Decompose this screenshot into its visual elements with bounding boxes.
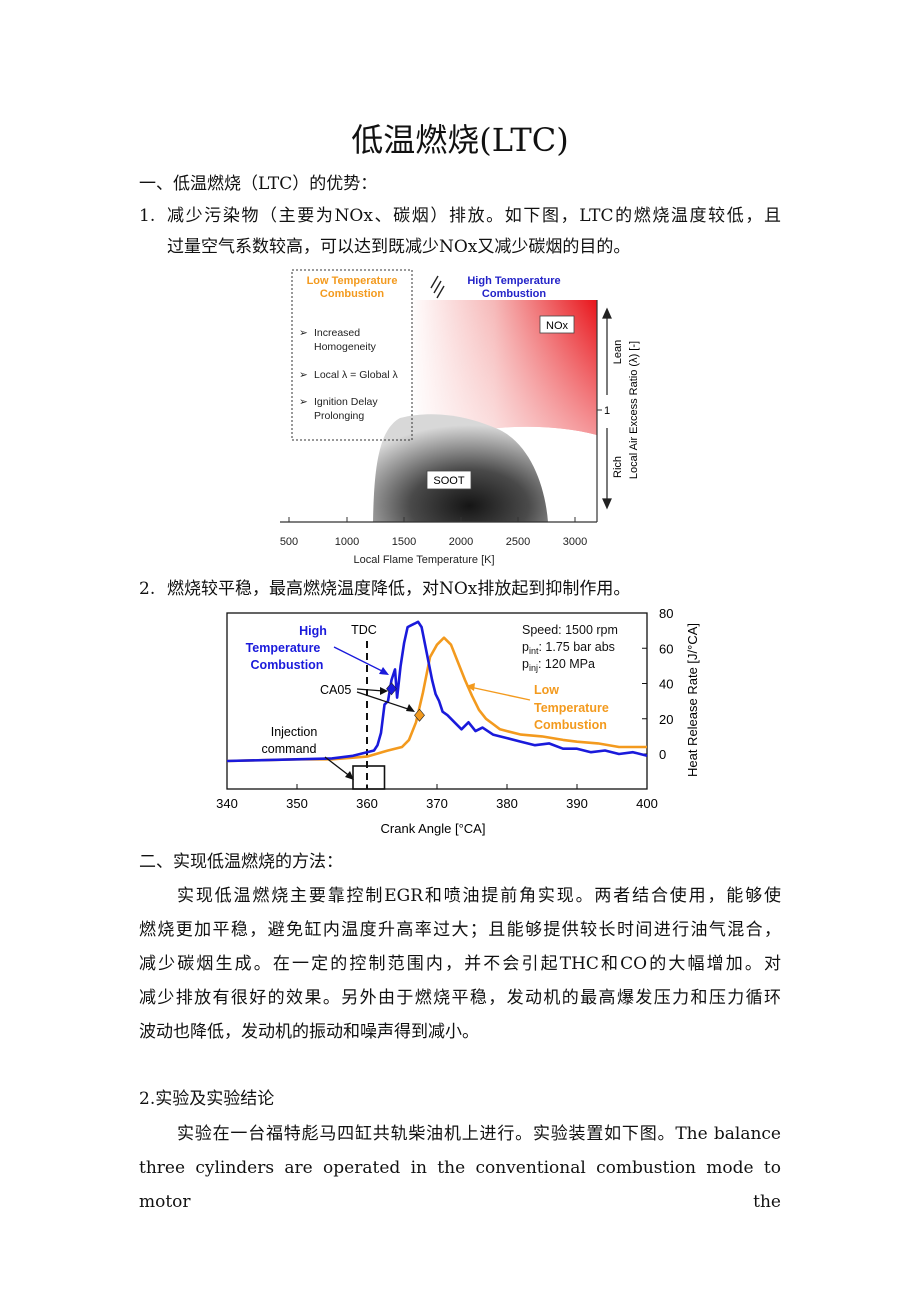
ltc-label: Low Temperature: [307, 275, 398, 287]
soot-region: [373, 414, 548, 522]
ltc-box: [291, 269, 413, 441]
section2-line: 实现低温燃烧主要靠控制EGR和喷油提前角实现。两者结合使用，能够使: [177, 886, 781, 906]
ca05-arrow-head-icon: [380, 687, 388, 695]
x-tick-label: 400: [636, 796, 658, 811]
lean-label: Lean: [612, 340, 624, 364]
x-tick-label: 380: [496, 796, 518, 811]
bullet-text: Local λ = Global λ: [314, 369, 399, 381]
bullet-text: Increased: [314, 327, 360, 339]
x-tick-label: 370: [426, 796, 448, 811]
htc-annotation: Combustion: [251, 658, 324, 672]
ca05-high-marker: [386, 682, 397, 696]
section2-line: 波动也降低，发动机的振动和噪声得到减小。: [139, 1022, 479, 1042]
pint-text: pint: 1.75 bar abs: [522, 640, 615, 656]
htc-label: Combustion: [482, 288, 546, 300]
x-tick-label: 3000: [563, 536, 587, 548]
bullet-text: Homogeneity: [314, 341, 377, 353]
ltc-label: Combustion: [320, 288, 384, 300]
ltc-annotation: Low: [534, 683, 559, 697]
item1-line2: 过量空气系数较高，可以达到既减少NOx又减少碳烟的目的。: [167, 237, 631, 257]
y-tick-label: 40: [659, 677, 673, 692]
section2-line: 燃烧更加平稳，避免缸内温度升高率过大；且能够提供较长时间进行油气混合，: [139, 920, 781, 940]
ltc-htc-map-figure: 500 1000 1500 2000 2500 3000 Local Flame…: [280, 269, 640, 566]
item2-text: 燃烧较平稳，最高燃烧温度降低，对NOx排放起到抑制作用。: [167, 579, 631, 599]
heat-release-chart: 340 350 360 370 380 390 400 0 20 40 60 80 Crank An…: [216, 606, 700, 836]
y-axis-label: Heat Release Rate [J/°CA]: [685, 623, 700, 777]
bullet-text: Ignition Delay: [314, 396, 378, 408]
x-axis-label: Crank Angle [°CA]: [381, 821, 486, 836]
bullet-arrow-icon: ➢: [299, 369, 308, 381]
page-title: 低温燃烧(LTC): [351, 121, 569, 159]
section2-heading: 二、实现低温燃烧的方法：: [139, 852, 343, 872]
lean-arrow-icon: [602, 307, 612, 395]
x-ticks: [288, 409, 602, 522]
htc-annotation: Temperature: [246, 641, 321, 655]
bullet-arrow-icon: ➢: [299, 327, 308, 339]
nox-label: NOx: [546, 320, 569, 332]
section3-heading: 2.实验及实验结论: [139, 1089, 275, 1109]
rich-label: Rich: [612, 456, 624, 478]
x-axis-label: Local Flame Temperature [K]: [353, 554, 494, 566]
tdc-label: TDC: [351, 623, 377, 637]
htc-annotation: High: [299, 624, 327, 638]
injection-label: Injection: [271, 725, 318, 739]
pinj-text: pinj: 120 MPa: [522, 657, 595, 673]
x-tick-label: 500: [280, 536, 298, 548]
injection-command-box: [352, 765, 386, 790]
ltc-arrow: [469, 686, 531, 701]
injection-label: command: [262, 742, 317, 756]
rich-arrow-icon: [602, 428, 612, 510]
item1-number: 1.: [139, 206, 156, 226]
section2-line: 减少碳烟生成。在一定的控制范围内，并不会引起THC和CO的大幅增加。对: [139, 954, 781, 974]
htc-arrow-head-icon: [379, 667, 389, 675]
x-tick-label: 350: [286, 796, 308, 811]
y-tick-label: 20: [659, 712, 673, 727]
ltc-arrow-head-icon: [466, 683, 475, 691]
x-tick-label: 1000: [335, 536, 359, 548]
ltc-series-line: [226, 636, 647, 763]
y-tick-label: 80: [659, 606, 673, 621]
section3-line1: 实验在一台福特彪马四缸共轨柴油机上进行。实验装置如下图。The balance: [177, 1124, 781, 1144]
section3-line2: three cylinders are operated in the conv…: [139, 1158, 781, 1212]
ca05-label: CA05: [320, 683, 351, 697]
item2-number: 2.: [139, 579, 156, 599]
y-tick-label: 60: [659, 641, 673, 656]
y-tick-label: 0: [659, 747, 666, 762]
ltc-annotation: Temperature: [534, 701, 609, 715]
x-tick-label: 2500: [506, 536, 530, 548]
injection-arrow-head-icon: [345, 771, 354, 780]
hatch-mark-icon: [430, 275, 445, 299]
x-tick-label: 340: [216, 796, 238, 811]
x-tick-label: 2000: [449, 536, 473, 548]
item1-line1: 减少污染物（主要为NOx、碳烟）排放。如下图，LTC的燃烧温度较低，且: [167, 206, 781, 226]
ca05-arrow-head-icon: [406, 704, 415, 712]
htc-label: High Temperature: [467, 275, 560, 287]
bullet-arrow-icon: ➢: [299, 396, 308, 408]
x-tick-label: 360: [356, 796, 378, 811]
bullet-text: Prolonging: [314, 410, 364, 422]
htc-series-line: [226, 620, 648, 763]
x-tick-label: 390: [566, 796, 588, 811]
section1-heading: 一、低温燃烧（LTC）的优势：: [139, 174, 378, 194]
section2-line: 减少排放有很好的效果。另外由于燃烧平稳，发动机的最高爆发压力和压力循环: [139, 988, 781, 1008]
x-tick-label: 1500: [392, 536, 416, 548]
soot-label: SOOT: [433, 475, 464, 487]
ltc-annotation: Combustion: [534, 718, 607, 732]
one-label: 1: [604, 405, 610, 417]
htc-arrow: [333, 646, 387, 674]
ca05-low-marker: [414, 708, 425, 722]
speed-text: Speed: 1500 rpm: [522, 623, 618, 637]
y-axis-label: Local Air Excess Ratio (λ) [-]: [628, 341, 640, 479]
